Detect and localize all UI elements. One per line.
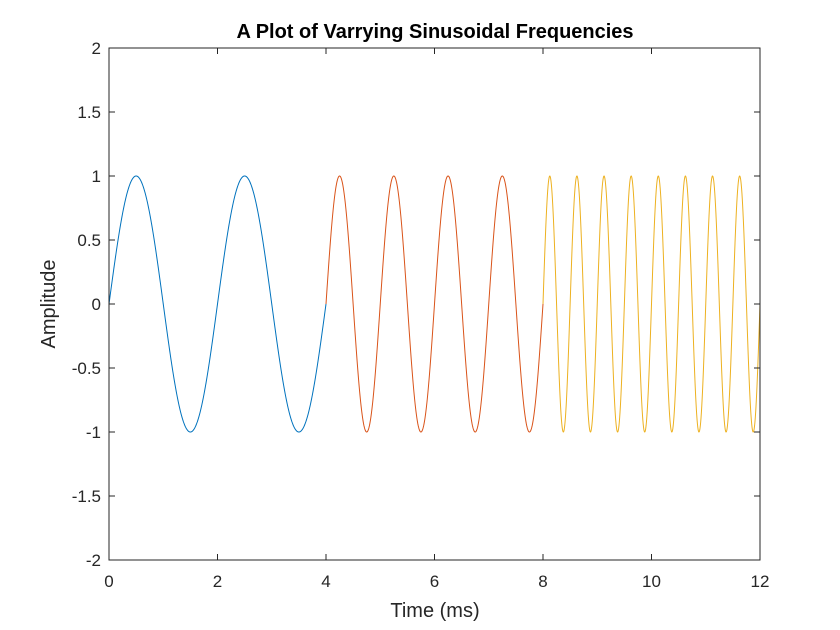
y-tick-label: 1.5: [77, 103, 101, 122]
y-tick-label: 1: [92, 167, 101, 186]
x-tick-label: 4: [321, 572, 330, 591]
series-layer: [108, 175, 761, 433]
x-axis-label: Time (ms): [390, 600, 479, 622]
y-tick-label: -1: [86, 423, 101, 442]
y-tick-label: 0.5: [77, 231, 101, 250]
y-tick-label: -2: [86, 551, 101, 570]
x-tick-label: 12: [751, 572, 770, 591]
x-tick-label: 6: [430, 572, 439, 591]
y-tick-label: 0: [92, 295, 101, 314]
y-tick-label: 2: [92, 39, 101, 58]
y-tick-label: -0.5: [72, 359, 101, 378]
y-axis-label: Amplitude: [38, 260, 60, 349]
x-tick-label: 10: [642, 572, 661, 591]
x-tick-label: 0: [104, 572, 113, 591]
chart-title: A Plot of Varrying Sinusoidal Frequencie…: [236, 21, 633, 43]
series-line-2: [325, 175, 544, 433]
tick-layer: 0 2 4 6 8 10 12 -2 -1.5 -1 -0.5 0 0.5 1 1.5 2: [72, 39, 770, 591]
x-tick-label: 2: [213, 572, 222, 591]
x-tick-label: 8: [538, 572, 547, 591]
series-line-1: [108, 175, 327, 433]
series-line-3: [542, 175, 761, 433]
y-tick-label: -1.5: [72, 487, 101, 506]
